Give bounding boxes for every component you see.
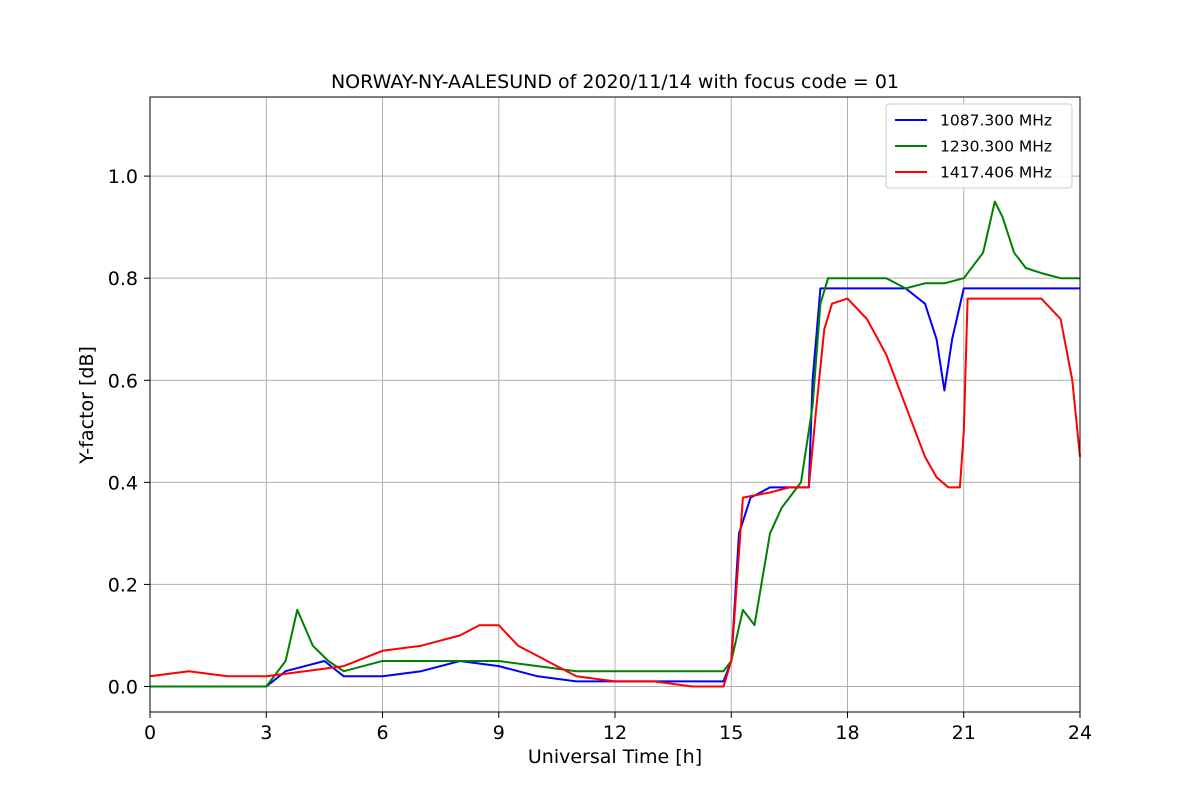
series-line-1 — [150, 200, 1080, 688]
y-tick-label: 0.0 — [108, 676, 138, 698]
legend-box — [885, 103, 1073, 189]
x-tick-label: 24 — [1068, 722, 1092, 744]
legend-label-0: 1087.300 MHz — [940, 112, 1052, 130]
legend-label-1: 1230.300 MHz — [940, 138, 1052, 156]
legend-label-2: 1417.406 MHz — [940, 164, 1052, 182]
series-lines — [149, 200, 1081, 688]
series-line-2 — [149, 297, 1081, 688]
x-tick-label: 9 — [493, 722, 505, 744]
y-axis-ticks: 0.0 0.2 0.4 0.6 0.8 1.0 — [108, 166, 150, 698]
x-tick-label: 21 — [952, 722, 976, 744]
x-axis-ticks: 0 3 6 9 12 15 18 21 24 — [144, 712, 1092, 744]
x-axis-label: Universal Time [h] — [528, 746, 702, 768]
y-tick-label: 0.8 — [108, 268, 138, 290]
y-tick-label: 1.0 — [108, 166, 138, 188]
x-tick-label: 12 — [603, 722, 627, 744]
series-line-0 — [150, 287, 1080, 688]
legend: 1087.300 MHz 1230.300 MHz 1417.406 MHz — [885, 103, 1073, 189]
chart-title: NORWAY-NY-AALESUND of 2020/11/14 with fo… — [331, 71, 899, 93]
y-tick-label: 0.6 — [108, 370, 138, 392]
y-tick-label: 0.2 — [108, 574, 138, 596]
x-tick-label: 0 — [144, 722, 156, 744]
y-axis-label: Y-factor [dB] — [76, 346, 98, 465]
x-tick-label: 18 — [835, 722, 859, 744]
x-tick-label: 3 — [260, 722, 272, 744]
x-tick-label: 6 — [376, 722, 388, 744]
y-tick-label: 0.4 — [108, 472, 138, 494]
x-tick-label: 15 — [719, 722, 743, 744]
